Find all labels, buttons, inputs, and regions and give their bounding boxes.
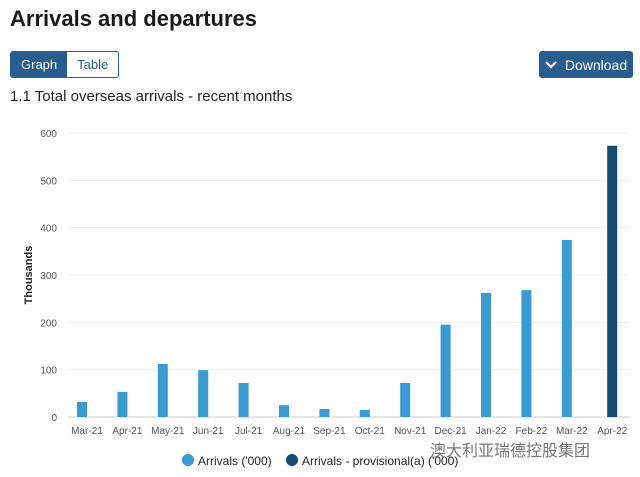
- bar-arrivals: [561, 239, 572, 417]
- bar-arrivals: [319, 408, 330, 417]
- watermark-text: 澳大利亚瑞德控股集团: [430, 443, 591, 460]
- x-tick-label: Sep-21: [313, 426, 346, 437]
- bar-arrivals: [440, 324, 451, 417]
- tab-graph[interactable]: Graph: [11, 52, 68, 77]
- y-tick-label: 200: [40, 318, 57, 329]
- bar-arrivals: [481, 292, 491, 417]
- download-button[interactable]: Download: [539, 51, 633, 78]
- bar-arrivals: [359, 409, 370, 417]
- bar-arrivals: [279, 405, 289, 417]
- x-tick-label: Apr-22: [597, 426, 627, 437]
- y-tick-label: 500: [40, 176, 57, 187]
- x-tick-label: Feb-22: [516, 426, 548, 437]
- bar-provisional: [607, 145, 618, 417]
- legend-marker: [182, 454, 194, 466]
- tab-table[interactable]: Table: [67, 52, 119, 77]
- bar-arrivals: [157, 363, 168, 417]
- x-tick-label: Mar-22: [556, 426, 588, 437]
- bar-arrivals: [521, 290, 532, 417]
- x-tick-label: Dec-21: [434, 426, 467, 437]
- legend-label: Arrivals - provisional(a) ('000): [302, 454, 458, 468]
- bar-arrivals: [77, 401, 87, 417]
- y-tick-label: 100: [40, 366, 57, 377]
- y-axis-label: Thousands: [23, 246, 35, 305]
- legend-marker: [286, 454, 298, 466]
- x-tick-label: Jul-21: [235, 426, 263, 437]
- x-tick-label: Mar-21: [71, 426, 103, 437]
- download-label: Download: [564, 56, 628, 73]
- x-tick-label: Aug-21: [273, 426, 306, 437]
- bar-arrivals: [400, 382, 411, 417]
- bar-arrivals: [117, 391, 128, 417]
- view-toggle: Graph Table: [10, 51, 120, 78]
- chart-subtitle: 1.1 Total overseas arrivals - recent mon…: [10, 88, 293, 105]
- chevron-down-icon: [545, 60, 557, 69]
- y-tick-label: 0: [51, 413, 57, 424]
- x-tick-label: Oct-21: [355, 426, 385, 437]
- y-tick-label: 600: [40, 129, 57, 140]
- bar-arrivals: [198, 370, 209, 417]
- x-tick-label: Nov-21: [394, 426, 427, 437]
- watermark: 澳大利亚瑞德控股集团: [430, 437, 590, 461]
- y-tick-label: 300: [40, 271, 57, 282]
- x-tick-label: Apr-21: [112, 426, 142, 437]
- legend-label: Arrivals ('000): [198, 454, 272, 468]
- x-tick-label: Jan-22: [476, 426, 507, 437]
- page-title: Arrivals and departures: [10, 6, 257, 31]
- bar-arrivals: [238, 382, 249, 417]
- x-tick-label: May-21: [151, 426, 185, 437]
- x-tick-label: Jun-21: [193, 426, 224, 437]
- y-tick-label: 400: [40, 224, 57, 235]
